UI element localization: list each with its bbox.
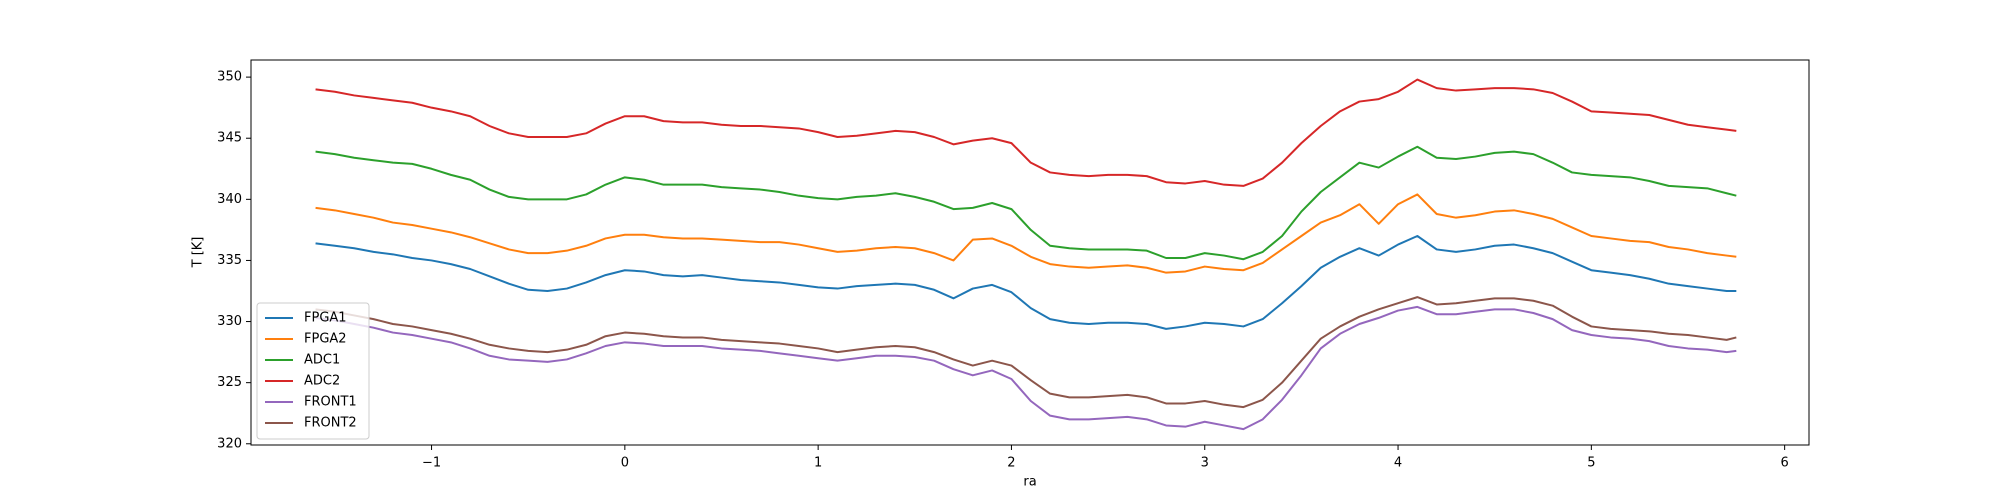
x-tick-label: 3 [1201, 456, 1209, 471]
series-line [315, 235, 1737, 330]
x-tick-label: 5 [1587, 456, 1595, 471]
x-tick-label: −1 [422, 456, 441, 471]
legend-label: FRONT1 [304, 395, 357, 410]
y-tick-label: 350 [217, 70, 242, 85]
y-tick-label: 340 [217, 192, 242, 207]
legend-label: ADC2 [304, 374, 340, 389]
legend-box [256, 302, 370, 440]
series-line [315, 145, 1737, 261]
series-line [315, 305, 1737, 431]
y-tick-label: 345 [217, 131, 242, 146]
plot-frame [250, 59, 1810, 446]
series-line [315, 296, 1737, 409]
x-tick-label: 0 [621, 456, 629, 471]
y-tick-label: 330 [217, 314, 242, 329]
legend-label: ADC1 [304, 353, 340, 368]
x-tick-label: 1 [814, 456, 822, 471]
y-axis-label: T [K] [191, 237, 206, 269]
legend-label: FPGA2 [304, 332, 347, 347]
x-tick-label: 4 [1394, 456, 1402, 471]
legend-label: FPGA1 [304, 311, 347, 326]
y-tick-label: 325 [217, 375, 242, 390]
x-tick-label: 6 [1781, 456, 1789, 471]
legend: FPGA1 FPGA2 ADC1 ADC2 FRONT1 FRONT2 [256, 302, 370, 440]
series-line [315, 193, 1737, 274]
y-tick-label: 335 [217, 253, 242, 268]
y-tick-label: 320 [217, 436, 242, 451]
x-axis-label: ra [1023, 475, 1036, 490]
x-tick-label: 2 [1007, 456, 1015, 471]
series-line [315, 78, 1737, 187]
legend-label: FRONT2 [304, 416, 357, 431]
